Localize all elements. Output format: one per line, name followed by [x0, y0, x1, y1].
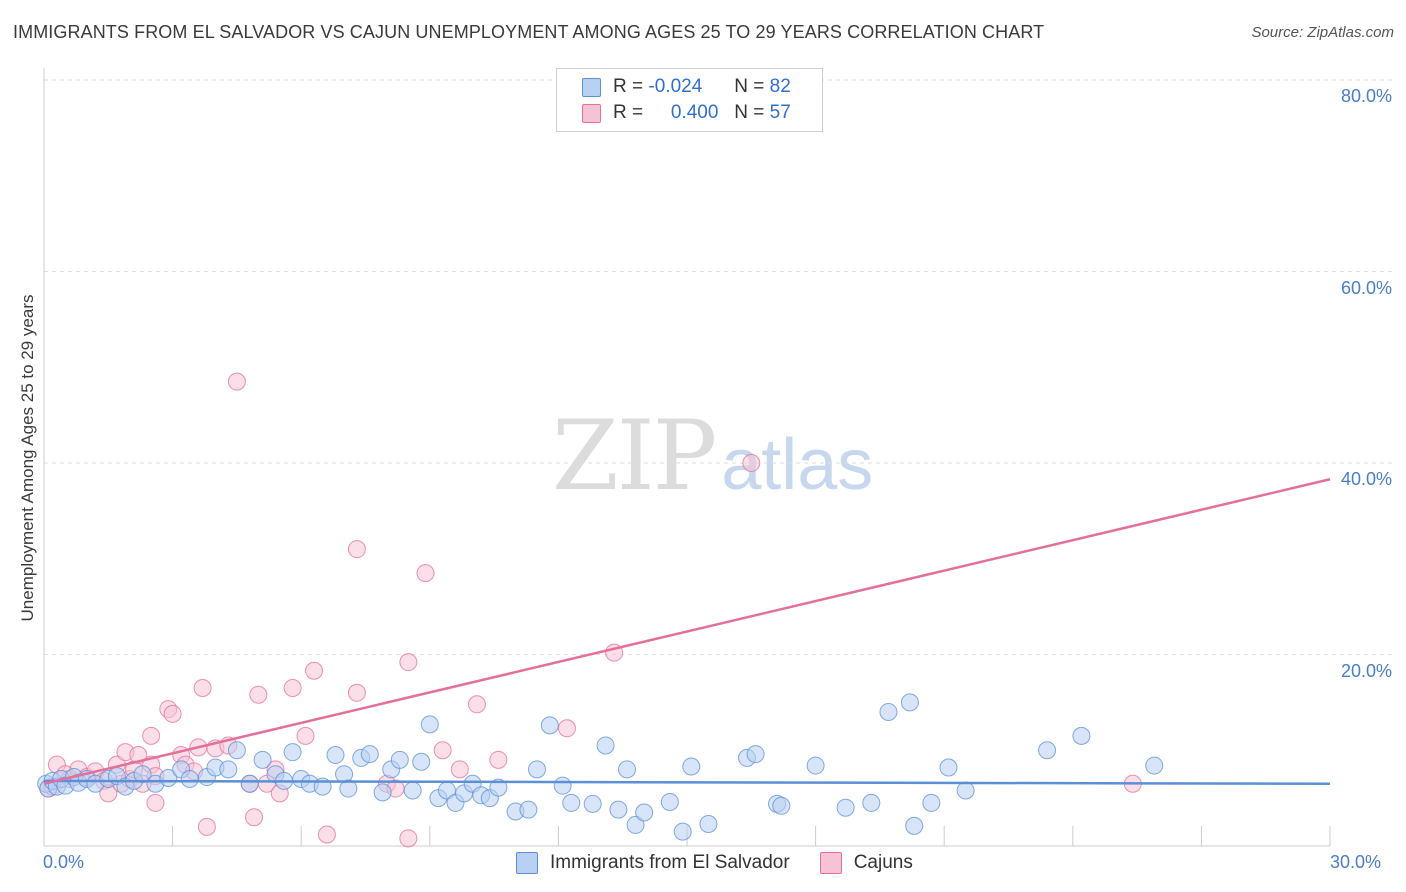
legend-n-value: 57: [769, 102, 791, 123]
point-cajuns: [399, 829, 418, 848]
point-el-salvador: [1072, 726, 1091, 745]
point-el-salvador: [519, 800, 538, 819]
legend-r-label: R =: [613, 102, 644, 123]
point-cajuns: [489, 750, 508, 769]
point-el-salvador: [390, 750, 409, 769]
point-cajuns: [197, 817, 216, 836]
point-el-salvador: [1038, 741, 1057, 760]
point-el-salvador: [583, 794, 602, 813]
point-cajuns: [142, 726, 161, 745]
correlation-legend: R = -0.024 N = 82 R = 0.400 N = 57: [556, 68, 823, 132]
point-el-salvador: [746, 745, 765, 764]
point-cajuns: [557, 719, 576, 738]
trend-line-el-salvador: [43, 779, 1331, 786]
point-cajuns: [305, 661, 324, 680]
point-el-salvador: [412, 752, 431, 771]
y-tick-label: 80.0%: [1340, 86, 1392, 106]
point-el-salvador: [682, 757, 701, 776]
point-el-salvador: [772, 796, 791, 815]
point-el-salvador: [133, 765, 152, 784]
point-el-salvador: [626, 815, 645, 834]
point-el-salvador: [219, 760, 238, 779]
legend-row-el-salvador: R = -0.024 N = 82: [557, 74, 791, 100]
legend-swatch: [582, 77, 601, 97]
point-el-salvador: [905, 816, 924, 835]
point-el-salvador: [180, 769, 199, 788]
point-el-salvador: [922, 793, 941, 812]
point-el-salvador: [373, 783, 392, 802]
point-el-salvador: [806, 756, 825, 775]
x-tick-label: 0.0%: [43, 852, 85, 872]
legend-r-value: 0.400: [670, 102, 719, 123]
chart-title: IMMIGRANTS FROM EL SALVADOR VS CAJUN UNE…: [13, 22, 1045, 42]
point-el-salvador: [527, 760, 546, 779]
point-el-salvador: [489, 778, 508, 797]
point-el-salvador: [283, 743, 302, 762]
legend-label-el-salvador: Immigrants from El Salvador: [550, 852, 790, 873]
series-legend: Immigrants from El Salvador Cajuns: [516, 852, 913, 874]
point-el-salvador: [617, 760, 636, 779]
point-cajuns: [296, 726, 315, 745]
point-el-salvador: [862, 793, 881, 812]
point-cajuns: [245, 808, 264, 827]
point-cajuns: [283, 679, 302, 698]
point-cajuns: [146, 793, 165, 812]
point-cajuns: [450, 760, 469, 779]
legend-n-label: N =: [734, 76, 765, 97]
point-el-salvador: [956, 781, 975, 800]
point-cajuns: [347, 683, 366, 702]
point-cajuns: [467, 695, 486, 714]
point-el-salvador: [339, 779, 358, 798]
trend-line-cajuns: [43, 478, 1331, 785]
point-el-salvador: [253, 750, 272, 769]
point-el-salvador: [326, 746, 345, 765]
legend-swatch: [582, 103, 601, 123]
point-cajuns: [317, 825, 336, 844]
point-cajuns: [227, 372, 246, 391]
point-el-salvador: [900, 693, 919, 712]
point-cajuns: [742, 454, 761, 472]
point-cajuns: [347, 540, 366, 559]
point-el-salvador: [240, 774, 259, 793]
y-tick-label: 60.0%: [1340, 278, 1392, 298]
point-el-salvador: [1145, 756, 1164, 775]
watermark-zip: ZIP: [552, 400, 717, 512]
point-cajuns: [249, 685, 268, 704]
point-el-salvador: [635, 803, 654, 822]
watermark: ZIPatlas: [552, 400, 873, 512]
point-cajuns: [399, 653, 418, 672]
point-cajuns: [163, 704, 182, 723]
point-el-salvador: [596, 736, 615, 755]
legend-n-value: 82: [769, 76, 791, 97]
y-tick-label: 40.0%: [1340, 469, 1392, 489]
point-el-salvador: [553, 776, 572, 795]
point-cajuns: [433, 741, 452, 760]
legend-n-label: N =: [734, 102, 765, 123]
point-el-salvador: [673, 822, 692, 841]
point-el-salvador: [939, 758, 958, 777]
y-tick-label: 20.0%: [1340, 661, 1392, 681]
point-el-salvador: [879, 702, 898, 721]
point-cajuns: [193, 679, 212, 698]
point-el-salvador: [420, 715, 439, 734]
point-el-salvador: [540, 716, 559, 735]
x-tick-label: 30.0%: [1330, 852, 1382, 872]
point-el-salvador: [609, 800, 628, 819]
point-el-salvador: [403, 781, 422, 800]
legend-r-label: R =: [613, 76, 644, 97]
point-el-salvador: [562, 793, 581, 812]
point-el-salvador: [360, 745, 379, 764]
point-el-salvador: [227, 741, 246, 760]
source-credit: Source: ZipAtlas.com: [1251, 24, 1394, 41]
point-el-salvador: [660, 792, 679, 811]
legend-r-value: -0.024: [648, 76, 703, 97]
point-el-salvador: [699, 814, 718, 833]
point-cajuns: [416, 564, 435, 583]
legend-swatch-el-salvador: [516, 852, 538, 874]
point-el-salvador: [836, 798, 855, 817]
legend-row-cajuns: R = 0.400 N = 57: [557, 100, 791, 126]
legend-swatch-cajuns: [819, 852, 842, 874]
legend-label-cajuns: Cajuns: [853, 852, 913, 873]
